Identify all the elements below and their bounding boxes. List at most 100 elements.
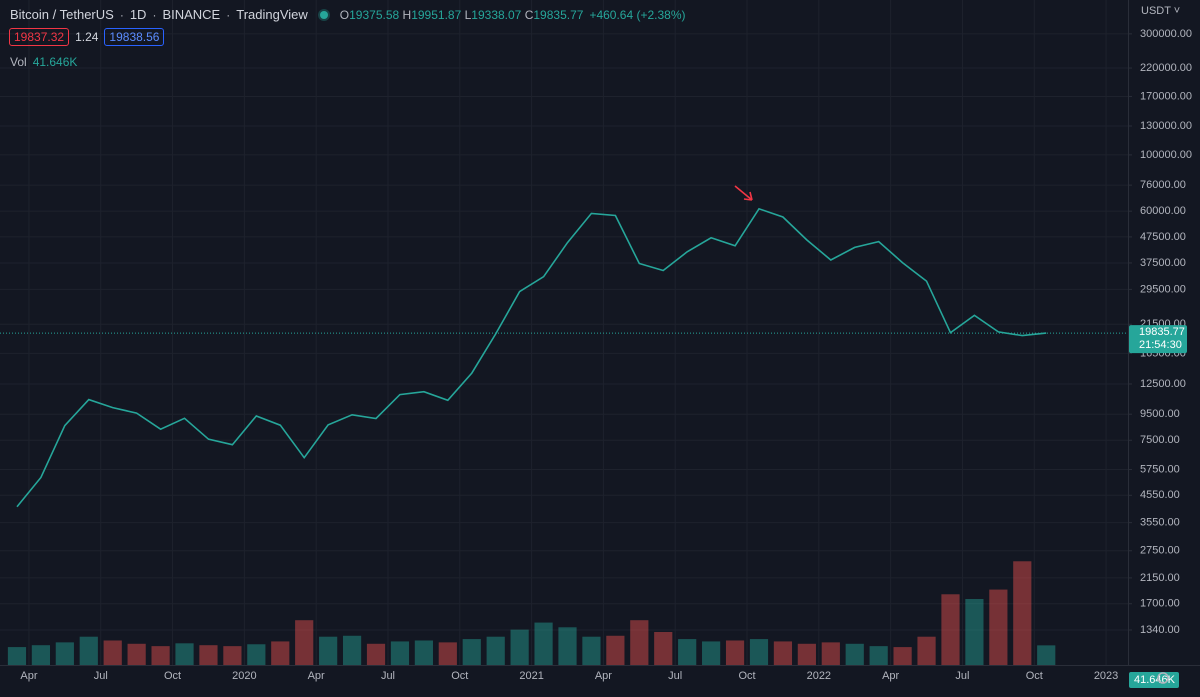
y-tick-label: 47500.00 bbox=[1140, 231, 1186, 243]
x-tick-label: Apr bbox=[20, 670, 37, 682]
x-tick-label: Jul bbox=[94, 670, 108, 682]
volume-bar bbox=[941, 594, 960, 665]
exchange: BINANCE bbox=[162, 7, 221, 22]
y-tick-label: 5750.00 bbox=[1140, 463, 1180, 475]
y-tick-label: 29500.00 bbox=[1140, 283, 1186, 295]
symbol[interactable]: Bitcoin / TetherUS bbox=[10, 7, 114, 22]
volume-bar bbox=[845, 643, 864, 665]
volume-bar bbox=[893, 647, 912, 665]
volume-box bbox=[1129, 672, 1179, 688]
volume-bar bbox=[582, 636, 601, 665]
price-line bbox=[16, 207, 1047, 508]
volume-bar bbox=[749, 639, 769, 665]
y-tick-label: 100000.00 bbox=[1140, 149, 1192, 161]
volume-bar bbox=[151, 646, 170, 665]
volume-bar bbox=[31, 645, 50, 665]
x-tick-label: Jul bbox=[381, 670, 395, 682]
volume-bar bbox=[725, 640, 745, 665]
ohlc-value: 19375.58 bbox=[349, 7, 400, 22]
x-tick-label: Oct bbox=[451, 670, 468, 682]
volume-bar bbox=[606, 635, 625, 665]
y-tick-label: 1340.00 bbox=[1140, 624, 1180, 636]
volume-bar bbox=[295, 620, 314, 665]
y-tick-label: 60000.00 bbox=[1140, 205, 1186, 217]
volume-bar bbox=[678, 639, 697, 665]
volume-bar bbox=[342, 635, 362, 665]
y-tick-label: 12500.00 bbox=[1140, 378, 1186, 390]
volume-bar bbox=[486, 636, 505, 665]
currency[interactable]: USDT bbox=[1141, 5, 1171, 17]
volume-bar bbox=[223, 646, 242, 665]
x-tick-label: 2020 bbox=[232, 670, 256, 682]
interval[interactable]: 1D bbox=[129, 7, 147, 22]
x-tick-label: Oct bbox=[1026, 670, 1043, 682]
countdown: 21:54:30 bbox=[1139, 339, 1182, 351]
gear[interactable] bbox=[1157, 672, 1169, 684]
y-tick-label: 2150.00 bbox=[1140, 572, 1180, 584]
volume-bar bbox=[55, 642, 74, 665]
volume-bar bbox=[79, 636, 98, 665]
bid[interactable]: 19837.32 bbox=[9, 28, 70, 46]
volume-bar bbox=[917, 636, 936, 665]
volume-bar bbox=[414, 640, 433, 665]
y-tick-label: 130000.00 bbox=[1140, 120, 1192, 132]
y-tick-label: 9500.00 bbox=[1140, 408, 1180, 420]
x-tick-label: Oct bbox=[164, 670, 181, 682]
volume-bar bbox=[965, 599, 984, 665]
volume-bar bbox=[630, 620, 649, 665]
volume-axis-label: 41.646K bbox=[1134, 674, 1176, 686]
volume-bar bbox=[271, 641, 290, 665]
volume-legend: Vol 41.646K bbox=[10, 55, 77, 69]
x-tick-label: 2021 bbox=[519, 670, 543, 682]
ohlc: O19375.58 H19951.87 L19338.07 C19835.77 bbox=[340, 8, 584, 22]
market-status bbox=[319, 10, 328, 19]
volume-bar bbox=[390, 641, 410, 665]
volume-bar bbox=[989, 589, 1008, 665]
ohlc-value: 19338.07 bbox=[471, 7, 522, 22]
volume-label: Vol bbox=[10, 55, 27, 69]
volume-bar bbox=[510, 629, 529, 665]
quote: 19837.32 1.24 19838.56 bbox=[9, 28, 165, 46]
y-tick-label: 220000.00 bbox=[1140, 62, 1192, 74]
ohlc-key: O bbox=[339, 7, 350, 22]
ohlc-value: 19835.77 bbox=[533, 7, 584, 22]
y-tick-label: 170000.00 bbox=[1140, 90, 1192, 102]
volume-bar bbox=[462, 639, 481, 665]
y-tick-label: 300000.00 bbox=[1140, 28, 1192, 40]
x-tick-label: Oct bbox=[738, 670, 755, 682]
change: +460.64 (+2.38%) bbox=[589, 7, 686, 22]
ohlc-key: C bbox=[524, 7, 534, 22]
symbol-header: Bitcoin / TetherUS · 1D · BINANCE · Trading… bbox=[10, 7, 686, 22]
x-tick-label: Jul bbox=[955, 670, 969, 682]
volume-bar bbox=[366, 643, 386, 665]
ask[interactable]: 19838.56 bbox=[104, 28, 165, 46]
volume-bar bbox=[1037, 645, 1056, 665]
volume-bar bbox=[1013, 561, 1032, 665]
y-tick-label: 1700.00 bbox=[1140, 598, 1180, 610]
volume-bar bbox=[319, 636, 338, 665]
ohlc-key: H bbox=[402, 7, 412, 22]
volume-bar bbox=[558, 627, 577, 665]
x-tick-label: Apr bbox=[882, 670, 899, 682]
spread: 1.24 bbox=[75, 30, 99, 44]
volume-bar bbox=[247, 644, 266, 665]
volume-bar bbox=[199, 645, 218, 665]
volume-bar bbox=[869, 646, 888, 665]
settings-icon[interactable] bbox=[1157, 672, 1169, 684]
volume-bar bbox=[821, 642, 840, 665]
x-tick-label: Apr bbox=[308, 670, 325, 682]
x-tick-label: Jul bbox=[668, 670, 682, 682]
y-tick-label: 37500.00 bbox=[1140, 257, 1186, 269]
last-price-label: 19835.77 bbox=[1139, 326, 1185, 338]
volume-bar bbox=[175, 643, 194, 665]
last-price-box bbox=[1129, 325, 1187, 354]
volume-value: 41.646K bbox=[32, 55, 78, 69]
y-tick-label: 4550.00 bbox=[1140, 489, 1180, 501]
x-tick-label: 2023 bbox=[1094, 670, 1118, 682]
source: TradingView bbox=[236, 7, 308, 22]
x-tick-label: Apr bbox=[595, 670, 612, 682]
currency-menu[interactable]: USDT ˅ bbox=[1141, 5, 1181, 17]
x-tick-label: 2022 bbox=[807, 670, 831, 682]
